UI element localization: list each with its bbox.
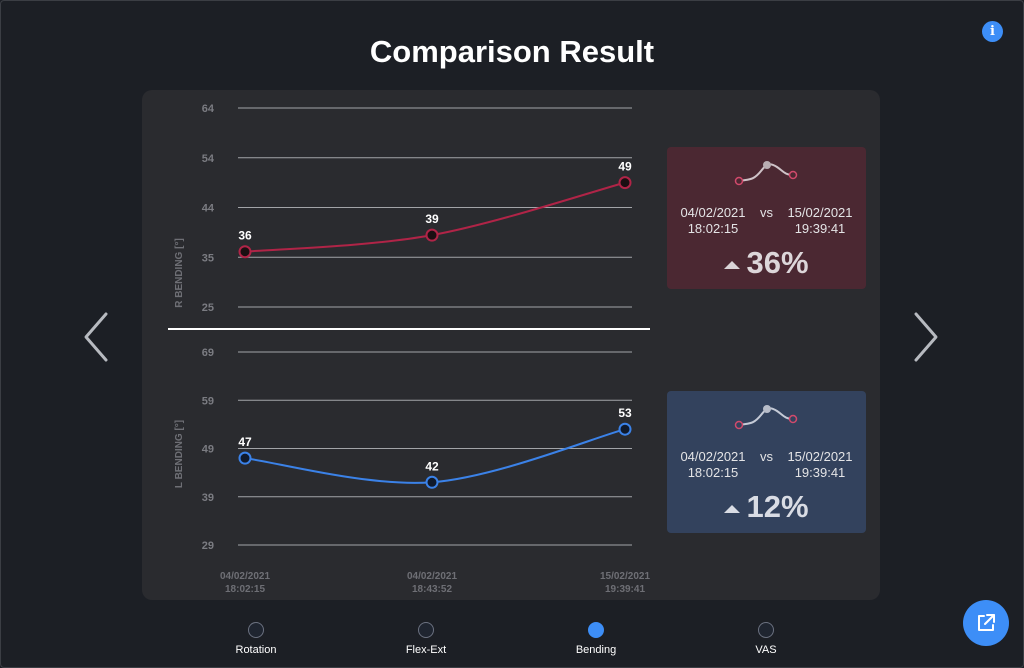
r-bending-summary-card: 04/02/2021 18:02:15 vs 15/02/2021 19:39:41… <box>667 147 866 289</box>
y-tick-label: 54 <box>202 153 215 165</box>
r-data-label: 36 <box>238 229 252 243</box>
tab-indicator[interactable] <box>248 622 264 638</box>
date-a: 04/02/2021 <box>680 449 746 464</box>
chevron-left-icon[interactable] <box>82 310 112 364</box>
x-tick-time: 18:43:52 <box>412 584 452 595</box>
x-tick-time: 19:39:41 <box>605 584 645 595</box>
y-tick-label: 64 <box>202 103 215 115</box>
increase-triangle-icon <box>724 505 741 513</box>
l-data-label: 42 <box>425 459 439 473</box>
percent-change: 12% <box>746 489 809 524</box>
r-data-point[interactable] <box>618 176 632 190</box>
trend-sparkline-icon <box>734 405 798 430</box>
y-tick-label: 25 <box>202 302 214 314</box>
trend-sparkline-icon <box>734 161 798 186</box>
l-bending-summary-card: 04/02/2021 18:02:15 vs 15/02/2021 19:39:41… <box>667 391 866 533</box>
y-tick-label: 35 <box>202 252 214 264</box>
l-bending-line <box>244 428 626 484</box>
y-tick-label: 39 <box>202 492 214 504</box>
tab-label: Flex-Ext <box>405 644 447 656</box>
tab-indicator[interactable] <box>758 622 774 638</box>
date-b: 15/02/2021 <box>787 205 853 220</box>
x-tick-date: 15/02/2021 <box>600 571 650 582</box>
x-tick-date: 04/02/2021 <box>220 571 270 582</box>
date-a: 04/02/2021 <box>680 205 746 220</box>
y-tick-label: 59 <box>202 395 214 407</box>
percent-change: 36% <box>746 245 809 280</box>
vs-label: vs <box>760 449 773 464</box>
vs-label: vs <box>760 205 773 220</box>
time-b: 19:39:41 <box>794 465 846 480</box>
date-b: 15/02/2021 <box>787 449 853 464</box>
increase-triangle-icon <box>724 261 741 269</box>
y-axis-label-r: R BENDING [°] <box>174 238 185 308</box>
y-tick-label: 29 <box>202 540 214 552</box>
tab-indicator[interactable] <box>418 622 434 638</box>
tab-flex-ext[interactable]: Flex-Ext <box>376 620 476 656</box>
y-axis-label-l: L BENDING [°] <box>174 420 185 488</box>
r-data-label: 39 <box>425 212 439 226</box>
external-link-icon <box>978 614 995 631</box>
time-a: 18:02:15 <box>687 221 739 236</box>
time-b: 19:39:41 <box>794 221 846 236</box>
info-icon[interactable]: i <box>982 21 1003 42</box>
l-data-point[interactable] <box>618 422 632 436</box>
y-tick-label: 69 <box>202 347 214 359</box>
tab-label: Rotation <box>235 644 277 656</box>
tab-label: VAS <box>755 644 777 656</box>
r-data-label: 49 <box>618 160 632 174</box>
bending-charts: 64 54 44 35 25 69 59 49 39 29 R BENDING [°] L BE… <box>168 103 650 595</box>
x-tick-date: 04/02/2021 <box>407 571 457 582</box>
tab-label: Bending <box>575 644 617 656</box>
r-data-point[interactable] <box>238 245 252 259</box>
tab-bending[interactable]: Bending <box>546 620 646 656</box>
l-data-label: 47 <box>238 435 252 449</box>
r-data-point[interactable] <box>425 228 439 242</box>
chevron-right-icon[interactable] <box>910 310 940 364</box>
share-button[interactable] <box>963 600 1009 646</box>
metric-tabs: Rotation Flex-Ext Bending VAS <box>0 620 1024 660</box>
time-a: 18:02:15 <box>687 465 739 480</box>
y-tick-label: 44 <box>202 203 215 215</box>
l-data-point[interactable] <box>238 451 252 465</box>
x-tick-time: 18:02:15 <box>225 584 265 595</box>
tab-indicator[interactable] <box>588 622 604 638</box>
tab-rotation[interactable]: Rotation <box>206 620 306 656</box>
l-data-label: 53 <box>618 406 632 420</box>
tab-vas[interactable]: VAS <box>716 620 816 656</box>
l-data-point[interactable] <box>425 475 439 489</box>
y-tick-label: 49 <box>202 444 214 456</box>
page-title: Comparison Result <box>369 34 655 69</box>
